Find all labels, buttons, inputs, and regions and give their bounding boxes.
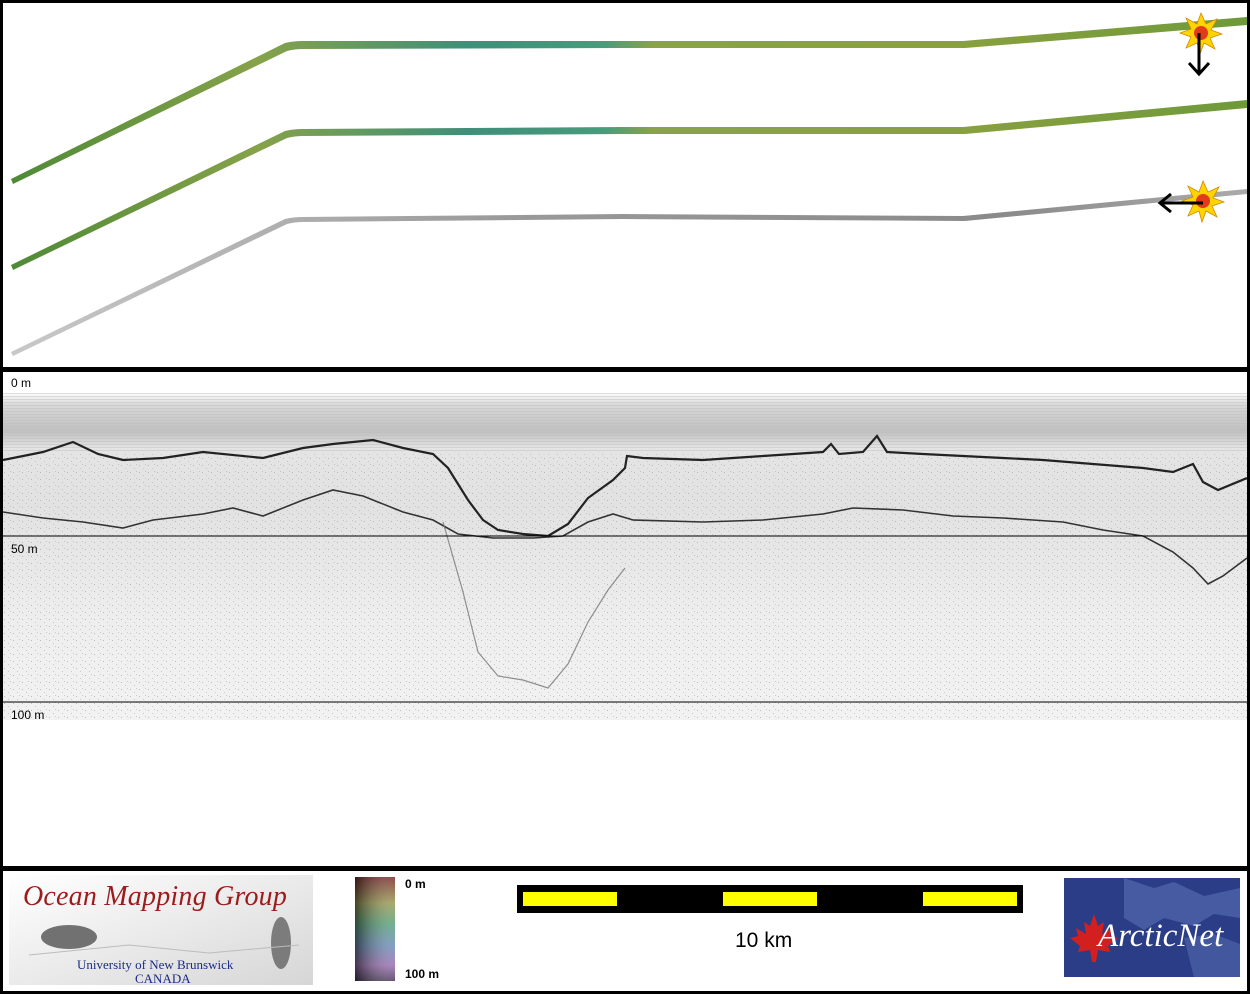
- deep-trough-reflector: [442, 521, 626, 689]
- omg-title: Ocean Mapping Group: [23, 881, 288, 912]
- scale-bar-segment: [523, 892, 617, 906]
- scale-bar-segment: [723, 892, 817, 906]
- scale-bar: [517, 885, 1023, 913]
- depth-colorbar: [355, 877, 397, 981]
- sonar-fish-icon: [41, 925, 97, 949]
- colorbar-graphic: [355, 877, 395, 981]
- depth-label-bottom: 100 m: [11, 708, 45, 722]
- subbottom-reflector: [3, 489, 1247, 585]
- arrow-left-icon: [1157, 192, 1203, 214]
- swath-track-graphic: [11, 11, 1247, 356]
- arcticnet-logo: ArcticNet: [1064, 878, 1240, 977]
- swath-strip-grey: [11, 189, 1247, 356]
- arcticnet-text: ArcticNet: [1098, 918, 1224, 954]
- arrow-down-icon: [1187, 33, 1211, 77]
- omg-university: University of New Brunswick: [77, 957, 234, 972]
- sun-icon: [1178, 11, 1224, 56]
- colorbar-top-label: 0 m: [405, 877, 426, 891]
- swath-track-panel: [3, 3, 1247, 367]
- omg-logo-graphic: [9, 875, 313, 985]
- arcticnet-logo-graphic: [1070, 878, 1240, 977]
- scale-bar-label: 10 km: [735, 929, 793, 952]
- swath-strip-middle: [11, 100, 1247, 270]
- depth-label-top: 0 m: [11, 376, 32, 390]
- colorbar-bottom-label: 100 m: [405, 967, 440, 981]
- seafloor-reflector: [3, 434, 1247, 538]
- footer-panel: Ocean Mapping Group University of New Br…: [3, 871, 1247, 991]
- sonar-fish-icon: [271, 917, 291, 969]
- omg-logo: Ocean Mapping Group University of New Br…: [9, 875, 313, 986]
- echogram-graphic: [3, 392, 1247, 720]
- swath-strip-top: [11, 17, 1247, 184]
- depth-label-mid: 50 m: [11, 542, 38, 556]
- omg-country: CANADA: [135, 971, 191, 986]
- subbottom-profile-panel: 0 m 50 m 100 m: [3, 372, 1247, 866]
- maple-leaf-icon: [1070, 914, 1118, 962]
- scale-bar-segment: [923, 892, 1017, 906]
